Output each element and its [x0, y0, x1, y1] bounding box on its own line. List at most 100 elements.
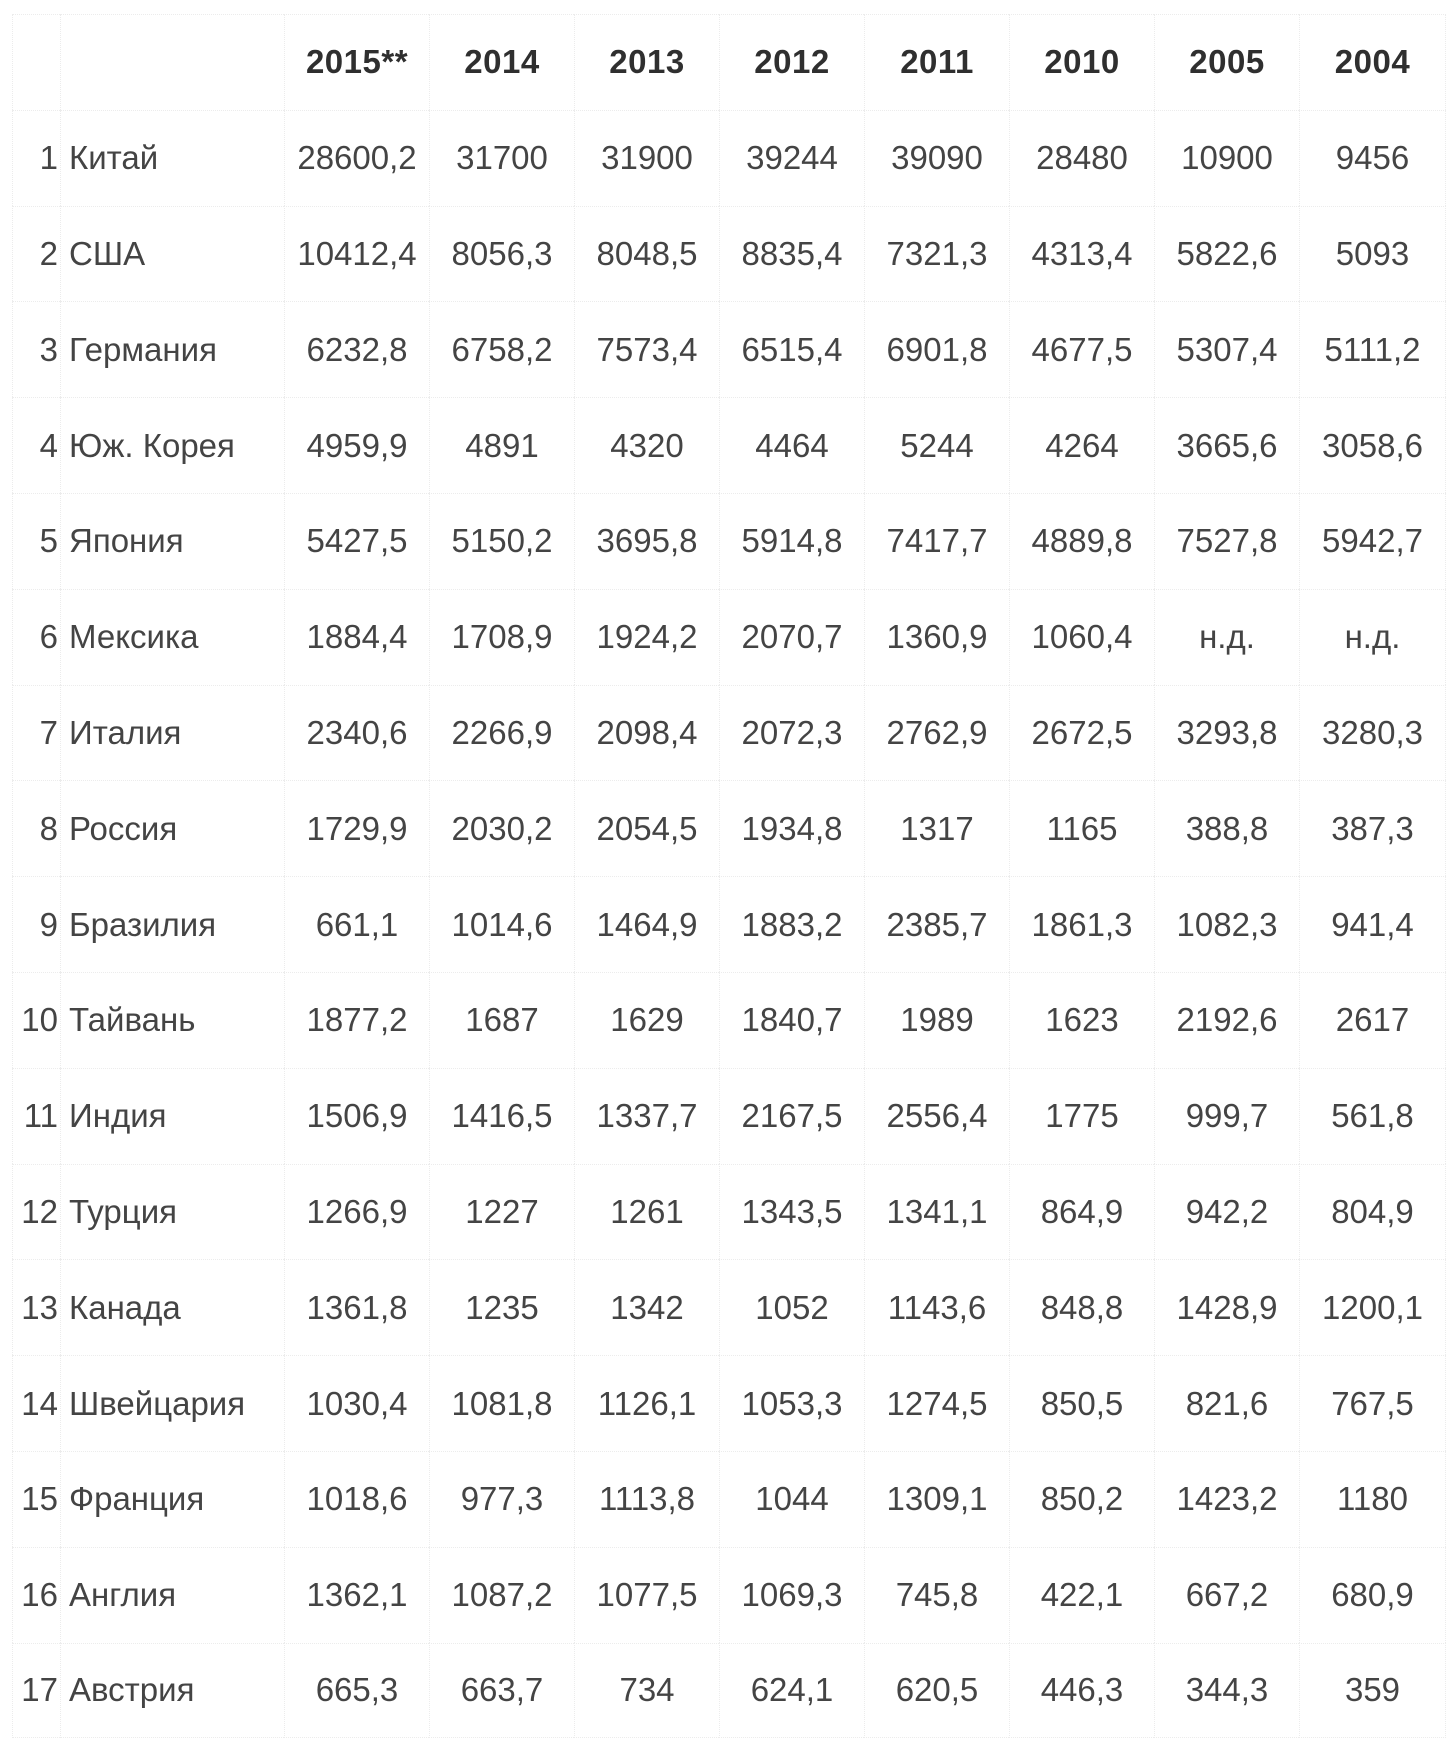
value-cell: 1416,5	[429, 1067, 574, 1164]
value-cell: 942,2	[1154, 1163, 1299, 1260]
table-row: 7 Италия 2340,6 2266,9 2098,4 2072,3 2762,9 267…	[12, 684, 1446, 781]
column-header: 2013	[574, 14, 719, 110]
table-row: 13 Канада 1361,8 1235 1342 1052 1143,6 848,8 142…	[12, 1259, 1446, 1356]
table-row: 8 Россия 1729,9 2030,2 2054,5 1934,8 1317 1165 3…	[12, 780, 1446, 877]
value-cell: 4313,4	[1009, 205, 1154, 302]
value-cell: 1235	[429, 1259, 574, 1356]
value-cell: 1729,9	[284, 780, 429, 877]
value-cell: 1361,8	[284, 1259, 429, 1356]
value-cell: 1360,9	[864, 588, 1009, 685]
column-header: 2004	[1299, 14, 1446, 110]
value-cell: 4889,8	[1009, 492, 1154, 589]
table-row: 11 Индия 1506,9 1416,5 1337,7 2167,5 2556,4 177…	[12, 1067, 1446, 1164]
value-cell: 1989	[864, 971, 1009, 1068]
value-cell: 1428,9	[1154, 1259, 1299, 1356]
country-cell: Мексика	[60, 588, 284, 685]
rank-cell: 15	[12, 1450, 60, 1547]
value-cell: 5942,7	[1299, 492, 1446, 589]
value-cell: 745,8	[864, 1546, 1009, 1643]
value-cell: 5307,4	[1154, 301, 1299, 398]
value-cell: 1924,2	[574, 588, 719, 685]
value-cell: 1227	[429, 1163, 574, 1260]
value-cell: 561,8	[1299, 1067, 1446, 1164]
value-cell: 1708,9	[429, 588, 574, 685]
value-cell: 1018,6	[284, 1450, 429, 1547]
rank-cell: 5	[12, 492, 60, 589]
country-cell: Бразилия	[60, 876, 284, 972]
value-cell: 422,1	[1009, 1546, 1154, 1643]
value-cell: 667,2	[1154, 1546, 1299, 1643]
country-cell: Тайвань	[60, 971, 284, 1068]
value-cell: 999,7	[1154, 1067, 1299, 1164]
value-cell: 1337,7	[574, 1067, 719, 1164]
value-cell: 1200,1	[1299, 1259, 1446, 1356]
value-cell: 1081,8	[429, 1355, 574, 1451]
value-cell: 1180	[1299, 1450, 1446, 1547]
value-cell: 4891	[429, 397, 574, 493]
header-row: 2015** 2014 2013 2012 2011 2010 2005 200…	[12, 14, 1446, 110]
value-cell: 3280,3	[1299, 684, 1446, 781]
country-cell: Юж. Корея	[60, 397, 284, 493]
value-cell: 3058,6	[1299, 397, 1446, 493]
value-cell: 2167,5	[719, 1067, 864, 1164]
value-cell: 1113,8	[574, 1450, 719, 1547]
table-header: 2015** 2014 2013 2012 2011 2010 2005 200…	[12, 14, 1446, 110]
table-row: 2 США 10412,4 8056,3 8048,5 8835,4 7321,3 4313,…	[12, 205, 1446, 302]
value-cell: 661,1	[284, 876, 429, 972]
table-row: 9 Бразилия 661,1 1014,6 1464,9 1883,2 2385,7 18…	[12, 876, 1446, 972]
table-row: 10 Тайвань 1877,2 1687 1629 1840,7 1989 1623 219…	[12, 971, 1446, 1068]
value-cell: 977,3	[429, 1450, 574, 1547]
column-header: 2015**	[284, 14, 429, 110]
table-row: 16 Англия 1362,1 1087,2 1077,5 1069,3 745,8 422…	[12, 1546, 1446, 1643]
table-body: 1 Китай 28600,2 31700 31900 39244 39090 28480 10…	[12, 109, 1446, 1739]
country-cell: Швейцария	[60, 1355, 284, 1451]
value-cell: 5093	[1299, 205, 1446, 302]
column-header: 2014	[429, 14, 574, 110]
value-cell: 620,5	[864, 1642, 1009, 1739]
value-cell: 665,3	[284, 1642, 429, 1739]
value-cell: 2266,9	[429, 684, 574, 781]
column-header: 2010	[1009, 14, 1154, 110]
value-cell: 1309,1	[864, 1450, 1009, 1547]
table-row: 1 Китай 28600,2 31700 31900 39244 39090 28480 10…	[12, 109, 1446, 206]
value-cell: 359	[1299, 1642, 1446, 1739]
value-cell: 6515,4	[719, 301, 864, 398]
value-cell: 1274,5	[864, 1355, 1009, 1451]
rank-cell: 7	[12, 684, 60, 781]
country-cell: Япония	[60, 492, 284, 589]
rank-cell: 14	[12, 1355, 60, 1451]
value-cell: 2556,4	[864, 1067, 1009, 1164]
value-cell: 1687	[429, 971, 574, 1068]
value-cell: 5427,5	[284, 492, 429, 589]
value-cell: 4264	[1009, 397, 1154, 493]
value-cell: 2192,6	[1154, 971, 1299, 1068]
value-cell: 10900	[1154, 109, 1299, 206]
country-cell: Канада	[60, 1259, 284, 1356]
value-cell: 5150,2	[429, 492, 574, 589]
rank-cell: 1	[12, 109, 60, 206]
table-row: 3 Германия 6232,8 6758,2 7573,4 6515,4 6901,8 4…	[12, 301, 1446, 398]
value-cell: 2385,7	[864, 876, 1009, 972]
value-cell: 4959,9	[284, 397, 429, 493]
country-cell: Китай	[60, 109, 284, 206]
country-cell: Россия	[60, 780, 284, 877]
value-cell: 28600,2	[284, 109, 429, 206]
value-cell: 388,8	[1154, 780, 1299, 877]
column-header: 2011	[864, 14, 1009, 110]
value-cell: 804,9	[1299, 1163, 1446, 1260]
column-header: 2012	[719, 14, 864, 110]
value-cell: 3695,8	[574, 492, 719, 589]
value-cell: 1143,6	[864, 1259, 1009, 1356]
data-table: 2015** 2014 2013 2012 2011 2010 2005 200…	[12, 14, 1446, 1739]
value-cell: 1077,5	[574, 1546, 719, 1643]
header-rank-empty	[12, 14, 60, 110]
column-header: 2005	[1154, 14, 1299, 110]
value-cell: 8835,4	[719, 205, 864, 302]
value-cell: 1629	[574, 971, 719, 1068]
country-cell: Турция	[60, 1163, 284, 1260]
value-cell: 2030,2	[429, 780, 574, 877]
table-row: 5 Япония 5427,5 5150,2 3695,8 5914,8 7417,7 488…	[12, 492, 1446, 589]
value-cell: 1261	[574, 1163, 719, 1260]
value-cell: 1087,2	[429, 1546, 574, 1643]
value-cell: 9456	[1299, 109, 1446, 206]
